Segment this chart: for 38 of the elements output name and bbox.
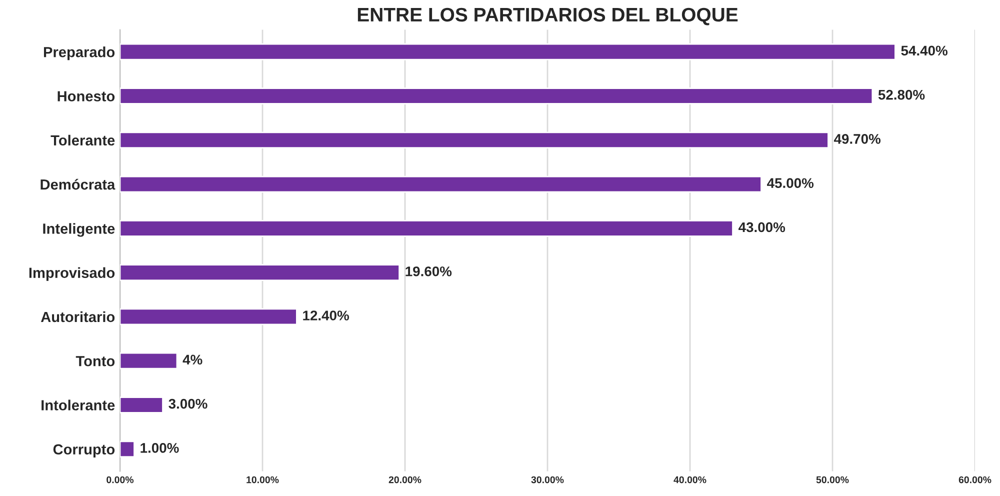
y-tick-label: Corrupto <box>53 444 115 458</box>
bar <box>120 176 762 193</box>
data-label: 3.00% <box>168 398 208 409</box>
x-tick-label: 20.00% <box>388 476 422 484</box>
y-tick-label: Tonto <box>76 356 115 366</box>
bar <box>120 440 135 458</box>
bar <box>120 132 829 149</box>
bar <box>120 308 298 326</box>
data-label: 43.00% <box>738 222 786 232</box>
data-label: 1.00% <box>140 443 179 453</box>
data-label: 54.40% <box>901 46 948 56</box>
data-label: 52.80% <box>878 90 925 100</box>
x-tick-label: 10.00% <box>246 476 279 484</box>
x-tick-label: 30.00% <box>531 476 564 484</box>
x-tick-label: 60.00% <box>958 476 992 484</box>
data-label: 12.40% <box>303 310 349 320</box>
x-tick-label: 0.00% <box>106 476 134 484</box>
y-tick-label: Demócrata <box>40 178 116 190</box>
bar <box>120 264 400 281</box>
x-tick-label: 40.00% <box>674 476 706 484</box>
data-label: 49.70% <box>834 134 881 144</box>
bar <box>120 88 874 104</box>
bar <box>120 43 896 60</box>
data-label: 19.60% <box>406 266 452 276</box>
bar <box>120 396 164 414</box>
y-tick-label: Inteligente <box>43 223 115 237</box>
y-tick-label: Preparado <box>44 46 115 60</box>
bar <box>120 352 178 370</box>
data-label: 4% <box>182 354 202 365</box>
bar <box>120 220 734 237</box>
y-tick-label: Autoritario <box>40 311 115 322</box>
data-label: 45.00% <box>767 178 814 188</box>
chart-title: ENTRE LOS PARTIDARIOS DEL BLOQUE <box>358 8 738 26</box>
y-tick-label: Improvisado <box>29 267 115 281</box>
y-tick-label: Honesto <box>58 91 115 102</box>
y-tick-label: Intolerante <box>42 400 115 410</box>
x-tick-label: 50.00% <box>816 476 849 484</box>
y-tick-label: Tolerante <box>50 134 115 146</box>
